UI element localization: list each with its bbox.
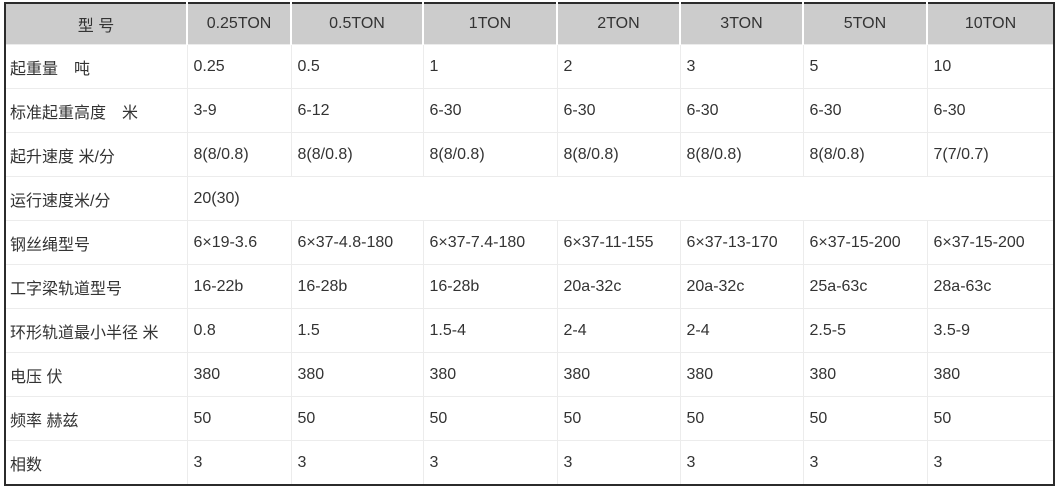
cell: 2 xyxy=(556,44,681,89)
cell: 8(8/0.8) xyxy=(679,132,804,177)
cell: 16-28b xyxy=(422,264,558,309)
row-label-lifting-capacity: 起重量 吨 xyxy=(4,44,188,89)
header-row: 型 号 0.25TON 0.5TON 1TON 2TON 3TON 5TON 1… xyxy=(5,3,1055,45)
header-col-025ton: 0.25TON xyxy=(187,3,292,45)
cell: 3 xyxy=(926,440,1055,486)
cell: 3.5-9 xyxy=(926,308,1055,353)
row-wire-rope-model: 钢丝绳型号 6×19-3.6 6×37-4.8-180 6×37-7.4-180… xyxy=(4,220,1055,265)
row-travel-speed: 运行速度米/分 20(30) xyxy=(4,176,1055,221)
cell: 50 xyxy=(679,396,804,441)
cell: 2-4 xyxy=(679,308,804,353)
row-label-travel-speed: 运行速度米/分 xyxy=(4,176,188,221)
row-label-min-ring-track-radius: 环形轨道最小半径 米 xyxy=(4,308,188,353)
cell: 20a-32c xyxy=(679,264,804,309)
cell: 3-9 xyxy=(186,88,292,133)
cell: 0.8 xyxy=(186,308,292,353)
cell: 6×37-13-170 xyxy=(679,220,804,265)
cell: 8(8/0.8) xyxy=(556,132,681,177)
row-phases: 相数 3 3 3 3 3 3 3 xyxy=(4,440,1055,486)
cell: 8(8/0.8) xyxy=(290,132,424,177)
cell: 3 xyxy=(679,44,804,89)
cell: 50 xyxy=(186,396,292,441)
cell: 6-30 xyxy=(926,88,1055,133)
cell: 20a-32c xyxy=(556,264,681,309)
row-lifting-height: 标准起重高度 米 3-9 6-12 6-30 6-30 6-30 6-30 6-… xyxy=(4,88,1055,133)
cell: 16-22b xyxy=(186,264,292,309)
cell: 6-30 xyxy=(802,88,928,133)
cell: 16-28b xyxy=(290,264,424,309)
cell: 0.25 xyxy=(186,44,292,89)
spec-table-container: 型 号 0.25TON 0.5TON 1TON 2TON 3TON 5TON 1… xyxy=(4,2,1055,486)
cell: 10 xyxy=(926,44,1055,89)
row-label-voltage: 电压 伏 xyxy=(4,352,188,397)
cell: 6-12 xyxy=(290,88,424,133)
cell: 50 xyxy=(422,396,558,441)
header-col-1ton: 1TON xyxy=(423,3,558,45)
cell: 380 xyxy=(679,352,804,397)
header-col-10ton: 10TON xyxy=(927,3,1055,45)
cell: 3 xyxy=(679,440,804,486)
cell: 50 xyxy=(926,396,1055,441)
cell: 6×37-11-155 xyxy=(556,220,681,265)
cell: 380 xyxy=(186,352,292,397)
header-col-3ton: 3TON xyxy=(680,3,804,45)
cell: 50 xyxy=(802,396,928,441)
cell: 50 xyxy=(290,396,424,441)
cell: 1.5-4 xyxy=(422,308,558,353)
cell: 6-30 xyxy=(556,88,681,133)
row-label-ibeam-track-model: 工字梁轨道型号 xyxy=(4,264,188,309)
cell: 50 xyxy=(556,396,681,441)
cell: 2-4 xyxy=(556,308,681,353)
cell-travel-speed-merged: 20(30) xyxy=(186,176,1055,221)
cell: 1.5 xyxy=(290,308,424,353)
cell: 5 xyxy=(802,44,928,89)
cell: 380 xyxy=(290,352,424,397)
cell: 3 xyxy=(290,440,424,486)
cell: 7(7/0.7) xyxy=(926,132,1055,177)
cell: 2.5-5 xyxy=(802,308,928,353)
cell: 3 xyxy=(186,440,292,486)
header-col-5ton: 5TON xyxy=(803,3,928,45)
row-voltage: 电压 伏 380 380 380 380 380 380 380 xyxy=(4,352,1055,397)
cell: 28a-63c xyxy=(926,264,1055,309)
cell: 6×37-15-200 xyxy=(802,220,928,265)
row-label-frequency: 频率 赫兹 xyxy=(4,396,188,441)
row-min-ring-track-radius: 环形轨道最小半径 米 0.8 1.5 1.5-4 2-4 2-4 2.5-5 3… xyxy=(4,308,1055,353)
cell: 3 xyxy=(556,440,681,486)
row-lifting-speed: 起升速度 米/分 8(8/0.8) 8(8/0.8) 8(8/0.8) 8(8/… xyxy=(4,132,1055,177)
cell: 6×19-3.6 xyxy=(186,220,292,265)
cell: 3 xyxy=(422,440,558,486)
cell: 380 xyxy=(926,352,1055,397)
row-lifting-capacity: 起重量 吨 0.25 0.5 1 2 3 5 10 xyxy=(4,44,1055,89)
cell: 380 xyxy=(802,352,928,397)
cell: 380 xyxy=(556,352,681,397)
cell: 380 xyxy=(422,352,558,397)
row-frequency: 频率 赫兹 50 50 50 50 50 50 50 xyxy=(4,396,1055,441)
cell: 3 xyxy=(802,440,928,486)
crane-spec-table: 型 号 0.25TON 0.5TON 1TON 2TON 3TON 5TON 1… xyxy=(4,2,1055,486)
row-label-lifting-speed: 起升速度 米/分 xyxy=(4,132,188,177)
cell: 6-30 xyxy=(422,88,558,133)
row-label-wire-rope-model: 钢丝绳型号 xyxy=(4,220,188,265)
row-label-phases: 相数 xyxy=(4,440,188,486)
cell: 6×37-7.4-180 xyxy=(422,220,558,265)
cell: 0.5 xyxy=(290,44,424,89)
cell: 8(8/0.8) xyxy=(422,132,558,177)
header-col-2ton: 2TON xyxy=(557,3,681,45)
cell: 25a-63c xyxy=(802,264,928,309)
cell: 8(8/0.8) xyxy=(186,132,292,177)
cell: 6-30 xyxy=(679,88,804,133)
cell: 6×37-4.8-180 xyxy=(290,220,424,265)
header-model: 型 号 xyxy=(5,3,188,45)
row-ibeam-track-model: 工字梁轨道型号 16-22b 16-28b 16-28b 20a-32c 20a… xyxy=(4,264,1055,309)
row-label-lifting-height: 标准起重高度 米 xyxy=(4,88,188,133)
cell: 1 xyxy=(422,44,558,89)
cell: 8(8/0.8) xyxy=(802,132,928,177)
header-col-05ton: 0.5TON xyxy=(291,3,424,45)
cell: 6×37-15-200 xyxy=(926,220,1055,265)
